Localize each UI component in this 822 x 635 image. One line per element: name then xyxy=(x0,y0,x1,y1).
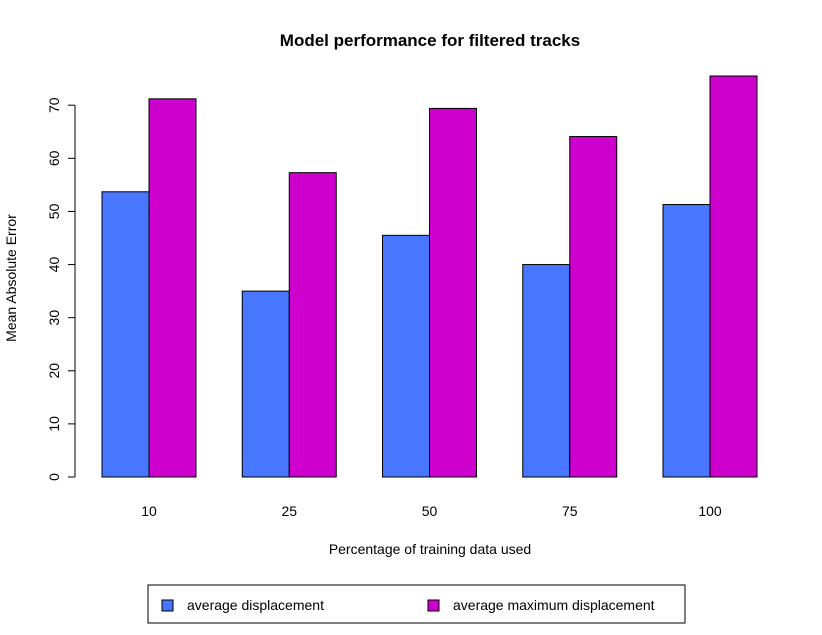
legend-swatch-average-displacement xyxy=(161,599,174,612)
x-tick-labels: 10 25 50 75 100 xyxy=(141,503,722,519)
y-tick-label: 20 xyxy=(46,363,62,379)
bar-average-displacement-10 xyxy=(101,191,150,478)
y-axis-label: Mean Absolute Error xyxy=(3,214,19,342)
x-tick-label: 100 xyxy=(698,503,722,519)
y-axis: 0 10 20 30 40 50 60 70 xyxy=(46,97,76,481)
bars xyxy=(101,75,758,478)
bar-average-displacement-50 xyxy=(382,234,430,478)
legend-box xyxy=(147,584,686,624)
bar-average-maximum-displacement-100 xyxy=(709,75,758,478)
chart-title: Model performance for filtered tracks xyxy=(280,31,580,50)
y-tick-label: 30 xyxy=(46,310,62,326)
y-tick-label: 40 xyxy=(46,257,62,273)
y-tick-label: 70 xyxy=(46,97,62,113)
bar-average-maximum-displacement-10 xyxy=(148,98,197,478)
x-tick-label: 75 xyxy=(562,503,578,519)
x-axis-label: Percentage of training data used xyxy=(329,541,531,557)
x-tick-label: 50 xyxy=(422,503,438,519)
x-tick-label: 10 xyxy=(141,503,157,519)
legend-label-average-maximum-displacement: average maximum displacement xyxy=(453,597,655,613)
bar-average-displacement-25 xyxy=(241,290,290,478)
y-tick-label: 60 xyxy=(46,150,62,166)
bar-average-displacement-100 xyxy=(662,204,711,478)
legend-label-average-displacement: average displacement xyxy=(187,597,324,613)
legend-swatch-average-maximum-displacement xyxy=(427,599,440,612)
bar-average-maximum-displacement-25 xyxy=(288,172,337,478)
y-tick-label: 0 xyxy=(46,473,62,481)
legend: average displacement average maximum dis… xyxy=(147,584,686,624)
bar-average-maximum-displacement-75 xyxy=(569,136,618,478)
x-tick-label: 25 xyxy=(281,503,297,519)
y-tick-label: 50 xyxy=(46,203,62,219)
bar-average-displacement-75 xyxy=(522,264,571,478)
y-tick-label: 10 xyxy=(46,416,62,432)
bar-average-maximum-displacement-50 xyxy=(429,107,477,478)
